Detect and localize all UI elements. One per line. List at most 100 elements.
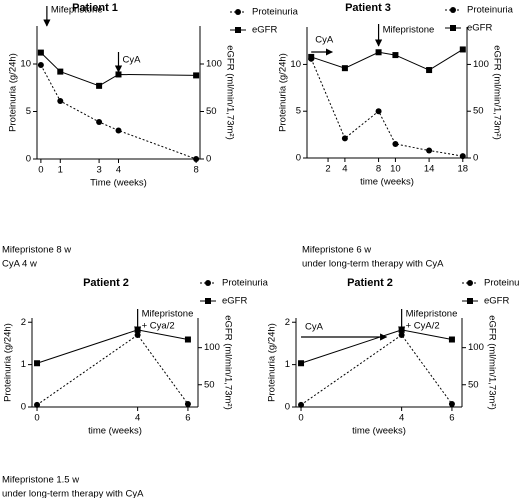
marker [448,336,455,343]
annotation-text: Mifepristone [383,25,435,36]
marker [426,147,433,154]
legend-marker [235,27,241,33]
marker [459,153,466,160]
marker [34,401,41,408]
marker [184,336,191,343]
y-axis-label: Proteinuria (g/24h) [278,53,289,132]
note: CyA 4 w [2,259,37,270]
y2-tick-label: 100 [468,342,484,353]
y-tick-label: 0 [285,402,290,413]
marker [298,360,305,367]
note: Mifepristone 1.5 w [2,475,79,486]
y2-tick-label: 50 [468,379,479,390]
legend-marker [205,298,211,304]
marker [34,360,41,367]
y-tick-label: 1 [21,359,26,370]
note: Mifepristone 8 w [2,245,71,256]
marker [426,67,433,74]
x-tick-label: 14 [424,164,435,175]
legend-marker [450,25,456,31]
annotation-text: + CyA/2 [406,321,440,332]
y-tick-label: 5 [26,106,31,117]
annotation-text: CyA [315,35,334,46]
y-tick-label: 10 [290,59,301,70]
marker [193,72,200,79]
series-line [300,334,453,406]
series-line [311,49,464,71]
x-tick-label: 4 [135,413,140,424]
marker [375,49,382,56]
x-axis-label: time (weeks) [352,426,406,437]
marker [115,127,122,134]
y2-axis-label: eGFR (ml/min/1,73m²) [491,45,502,139]
x-tick-label: 8 [376,164,381,175]
y2-tick-label: 50 [206,106,217,117]
marker [448,401,455,408]
x-axis-label: time (weeks) [88,426,142,437]
marker [184,401,191,408]
annotation-text: Mifepristone [51,5,103,16]
series-line [36,334,189,406]
chart-title: Patient 3 [345,2,391,14]
y-axis-label: Proteinuria (g/24h) [3,323,14,402]
marker [308,53,315,60]
legend-label: eGFR [252,25,277,36]
annotation-text: + Cya/2 [142,321,175,332]
x-tick-label: 1 [58,165,63,176]
y2-tick-label: 0 [473,153,478,164]
chart-title: Patient 2 [347,277,393,289]
annotation-text: Mifepristone [406,309,458,320]
legend-marker [205,280,211,286]
legend-label: eGFR [222,296,247,307]
x-axis-label: time (weeks) [360,177,414,188]
marker [37,61,44,68]
marker [193,156,200,162]
y-tick-label: 1 [285,359,290,370]
legend-marker [450,7,456,13]
legend-label: eGFR [467,23,492,34]
y-axis-label: Proteinuria (g/24h) [8,53,19,132]
note: under long-term therapy with CyA [2,489,144,498]
series-line [310,58,463,157]
y-tick-label: 5 [296,106,301,117]
y2-tick-label: 100 [204,342,220,353]
x-axis-label: Time (weeks) [90,178,147,189]
marker [375,108,382,115]
legend-label: Proteinuria [484,278,520,289]
y-axis-label: Proteinuria (g/24h) [267,323,278,402]
y2-tick-label: 50 [473,106,484,117]
x-tick-label: 4 [116,165,121,176]
legend-label: eGFR [484,296,509,307]
x-tick-label: 0 [38,165,43,176]
x-tick-label: 3 [96,165,101,176]
marker [392,52,399,59]
marker [341,135,348,142]
x-tick-label: 0 [298,413,303,424]
y2-axis-label: eGFR (ml/min/1,73m²) [486,315,497,409]
y-tick-label: 2 [21,317,26,328]
marker [96,82,103,89]
x-tick-label: 2 [325,164,330,175]
legend-label: Proteinuria [222,278,269,289]
y2-tick-label: 100 [206,59,222,70]
x-tick-label: 6 [185,413,190,424]
y2-tick-label: 0 [206,154,211,165]
y2-tick-label: 50 [204,379,215,390]
y-tick-label: 2 [285,317,290,328]
x-tick-label: 6 [449,413,454,424]
chart-title: Patient 1 [72,2,118,14]
x-tick-label: 4 [342,164,347,175]
chart: Patient 2 0 4 6 0 1 2 50 100 time (weeks) Proteinu… [267,277,520,437]
y-tick-label: 10 [20,59,31,70]
x-tick-label: 10 [390,164,401,175]
y2-axis-label: eGFR (ml/min/1,73m²) [224,45,235,139]
legend-label: Proteinuria [467,5,514,16]
chart-title: Patient 2 [83,277,129,289]
series-line [300,329,453,364]
x-tick-label: 8 [193,165,198,176]
annotation-text: CyA [123,55,142,66]
legend-marker [235,9,241,15]
